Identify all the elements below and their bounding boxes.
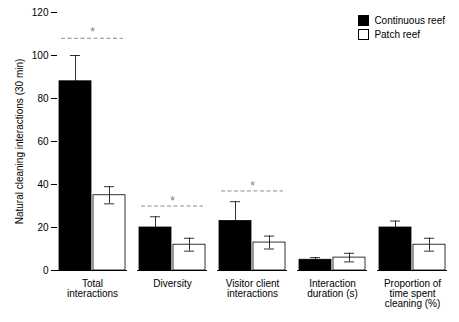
svg-text:120: 120 (32, 7, 49, 18)
svg-text:Diversity: Diversity (153, 278, 191, 289)
svg-text:Interactionduration (s): Interactionduration (s) (307, 278, 358, 299)
svg-text:*: * (90, 25, 95, 39)
svg-text:40: 40 (37, 179, 49, 190)
svg-text:Visitor clientinteractions: Visitor clientinteractions (226, 278, 280, 299)
svg-text:60: 60 (37, 136, 49, 147)
svg-text:Natural cleaning interactions: Natural cleaning interactions (30 min) (14, 59, 25, 225)
html-text:Continuous reef: Continuous reef (374, 15, 445, 26)
svg-text:80: 80 (37, 93, 49, 104)
svg-text:*: * (250, 179, 255, 193)
svg-text:20: 20 (37, 222, 49, 233)
svg-text:Totalinteractions: Totalinteractions (67, 278, 118, 299)
svg-text:*: * (170, 194, 175, 208)
svg-text:100: 100 (32, 50, 49, 61)
html-text:Patch reef: Patch reef (374, 29, 420, 40)
svg-text:Proportion oftime spentcleanin: Proportion oftime spentcleaning (%) (384, 278, 441, 309)
svg-text:0: 0 (43, 265, 49, 276)
